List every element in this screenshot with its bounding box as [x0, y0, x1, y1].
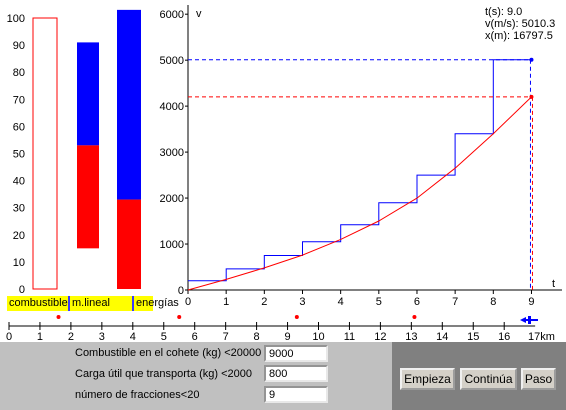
energy-bar-blue [117, 9, 141, 200]
stage-marker [177, 315, 182, 319]
ruler-tick-label: 5 [161, 331, 167, 342]
step-button[interactable]: Paso [521, 368, 556, 390]
fractions-field-label: número de fracciones<20 [75, 389, 200, 401]
x-tick-label: 0 [185, 296, 191, 308]
ruler-tick-label: 3 [99, 331, 105, 342]
x-tick-label: 9 [528, 296, 534, 308]
fuel-input[interactable] [264, 345, 328, 362]
y-tick-label: 0 [178, 285, 184, 297]
ruler-tick-label: 10 [312, 331, 324, 342]
bar-y-tick-label: 30 [13, 203, 25, 215]
time-readout: t(s): 9.0 [485, 6, 523, 18]
ruler-tick-label: 4 [130, 331, 136, 342]
chart-series [187, 57, 534, 291]
bar-y-tick-label: 10 [13, 257, 25, 269]
x-tick-label: 8 [490, 296, 496, 308]
y-tick-label: 6000 [160, 9, 184, 21]
ruler-tick-label: 7 [223, 331, 229, 342]
bar-y-tick-label: 60 [13, 121, 25, 133]
stage-marker [56, 315, 61, 319]
y-tick-label: 2000 [160, 193, 184, 205]
ruler-tick-label: 12 [374, 331, 386, 342]
start-button[interactable]: Empieza [400, 368, 455, 390]
ruler-tick-label: 13 [405, 331, 417, 342]
velocity-readout: v(m/s): 5010.3 [485, 18, 556, 30]
x-tick-label: 5 [376, 296, 382, 308]
continue-button[interactable]: Continúa [460, 368, 517, 390]
momentum-bar-blue [77, 42, 99, 146]
x-tick-label: 6 [414, 296, 420, 308]
bar-y-tick-label: 100 [7, 13, 25, 25]
bar-y-tick-label: 90 [13, 40, 25, 52]
y-tick-label: 4000 [160, 101, 184, 113]
ruler-tick-label: 0 [6, 331, 12, 342]
energy-bar-red [117, 199, 141, 289]
ruler-unit-label: 17km [528, 331, 555, 342]
blue-staircase-series [188, 59, 532, 282]
bar-y-tick-label: 80 [13, 67, 25, 79]
ruler-tick-label: 14 [436, 331, 448, 342]
fuel-bar-label: combustible [7, 296, 68, 311]
fuel-field-label: Combustible en el cohete (kg) <20000 [75, 347, 262, 359]
chart-axes: 6000 5000 4000 3000 2000 1000 00 1 2 3 4 5 6 7 8 9 [160, 5, 562, 308]
velocity-chart: 6000 5000 4000 3000 2000 1000 00 1 2 3 4 5 6 7 8 9 v t [160, 5, 562, 308]
x-tick-label: 2 [261, 296, 267, 308]
ruler-tick-label: 8 [254, 331, 260, 342]
ruler-tick-label: 11 [344, 331, 355, 342]
x-tick-label: 1 [223, 296, 229, 308]
stage-marker [294, 315, 299, 319]
stage-marker [412, 315, 417, 319]
momentum-bar-label: m.lineal [68, 296, 132, 311]
fractions-input[interactable] [264, 386, 328, 403]
y-tick-label: 5000 [160, 55, 184, 67]
x-tick-label: 7 [452, 296, 458, 308]
ruler-tick-label: 9 [284, 331, 290, 342]
payload-field-label: Carga útil que transporta (kg) <2000 [75, 368, 253, 380]
ruler-ticks: 0 1 2 3 4 5 6 7 8 9 10 11 12 13 14 15 16 [6, 315, 536, 342]
ruler-tick-label: 6 [192, 331, 198, 342]
red-curve-series [187, 96, 532, 291]
momentum-bar-red [77, 145, 99, 249]
rocket-icon [520, 316, 538, 324]
distance-ruler: 0 1 2 3 4 5 6 7 8 9 10 11 12 13 14 15 16 17km [6, 315, 555, 342]
position-readout: x(m): 16797.5 [485, 30, 553, 42]
bar-y-tick-label: 0 [19, 284, 25, 296]
x-tick-label: 4 [338, 296, 344, 308]
blue-current-point [529, 57, 534, 62]
red-current-point [529, 94, 534, 99]
x-tick-label: 3 [299, 296, 305, 308]
ruler-tick-label: 15 [467, 331, 479, 342]
bar-y-tick-label: 40 [13, 176, 25, 188]
ruler-tick-label: 16 [498, 331, 510, 342]
fuel-bar [32, 17, 58, 290]
ruler-tick-label: 1 [37, 331, 43, 342]
y-tick-label: 3000 [160, 147, 184, 159]
y-tick-label: 1000 [160, 239, 184, 251]
payload-input[interactable] [264, 365, 328, 382]
x-axis-label: t [552, 278, 555, 290]
bar-y-tick-label: 20 [13, 230, 25, 242]
bar-y-tick-label: 70 [13, 94, 25, 106]
bar-y-tick-label: 50 [13, 149, 25, 161]
ruler-tick-label: 2 [68, 331, 74, 342]
y-axis-label: v [196, 8, 202, 20]
